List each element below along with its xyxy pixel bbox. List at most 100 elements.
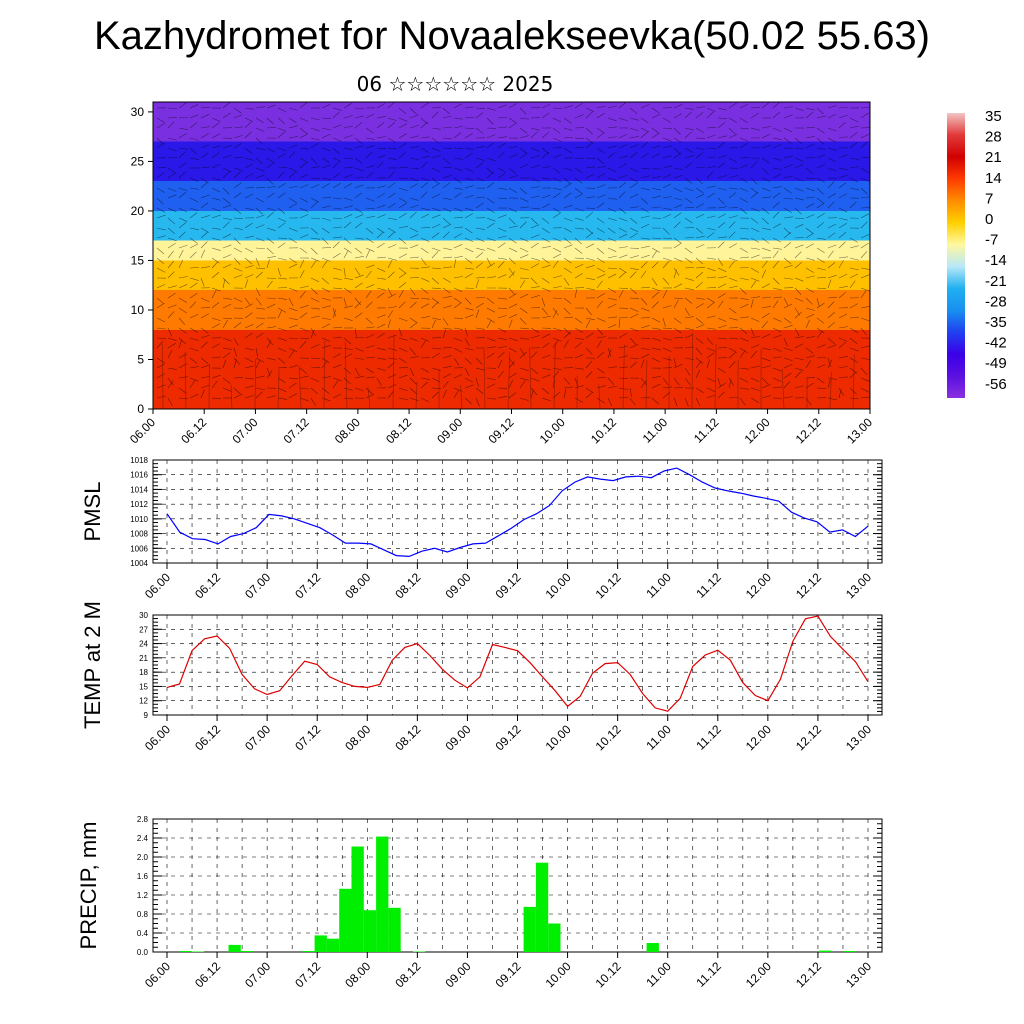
wind-barb <box>750 377 760 383</box>
wind-barb <box>552 127 561 134</box>
wind-barb <box>266 207 276 211</box>
wind-barb <box>244 297 251 306</box>
wind-barb <box>772 300 779 309</box>
wind-barb <box>519 254 529 259</box>
wind-barb <box>211 317 221 322</box>
wind-barb <box>695 337 704 344</box>
wind-barb <box>695 347 703 355</box>
wind-barb <box>541 277 550 284</box>
wind-barb <box>310 142 319 149</box>
wind-barb <box>464 195 474 199</box>
wind-barb <box>365 237 374 244</box>
wind-barb <box>354 367 360 377</box>
wind-barb <box>332 147 340 155</box>
wind-barb <box>255 322 264 329</box>
wind-barb <box>673 221 681 229</box>
wind-barb <box>607 237 617 242</box>
wind-barb <box>860 221 868 229</box>
wind-barb <box>673 299 679 309</box>
wind-barb <box>277 107 287 113</box>
wind-barb <box>728 187 738 190</box>
wind-barb <box>255 332 264 339</box>
wind-barb <box>684 277 694 281</box>
wind-barb <box>288 185 298 189</box>
wind-barb <box>178 187 188 191</box>
wind-barb <box>486 167 494 175</box>
wind-barb <box>365 264 375 269</box>
wind-barb <box>343 317 353 321</box>
wind-barb <box>167 157 178 159</box>
wind-barb <box>706 394 716 399</box>
wind-barb <box>860 396 870 399</box>
wind-barb <box>827 344 837 349</box>
pmsl-y-tick-label: 1004 <box>130 559 148 568</box>
wind-barb <box>717 222 726 229</box>
wind-barb <box>651 195 661 199</box>
wind-barb <box>651 383 661 389</box>
wind-barb <box>739 277 749 281</box>
wind-barb <box>431 223 441 229</box>
temp-series-line <box>166 615 869 712</box>
wind-barb <box>783 357 793 362</box>
wind-barb <box>299 327 309 332</box>
wind-barb <box>431 214 441 219</box>
wind-barb <box>156 267 166 273</box>
wind-barb <box>662 174 672 179</box>
wind-barb <box>574 317 583 324</box>
wind-barb <box>464 185 474 189</box>
wind-barb <box>673 242 682 249</box>
wind-barb <box>563 277 570 286</box>
wind-barb <box>695 235 705 239</box>
wind-barb <box>805 167 813 175</box>
wind-barb <box>255 387 265 391</box>
wind-barb <box>475 277 485 279</box>
wind-barb <box>178 231 186 239</box>
wind-barb <box>772 367 782 372</box>
wind-barb <box>695 297 705 300</box>
wind-barb <box>365 172 374 179</box>
wind-barb <box>849 371 857 379</box>
wind-barb <box>420 397 430 403</box>
wind-barb <box>519 327 529 330</box>
wind-barb <box>244 332 253 339</box>
wind-barb <box>706 287 717 289</box>
x-tick-label: 08.12 <box>383 415 414 446</box>
wind-barb <box>651 237 662 239</box>
wind-barb <box>519 380 526 389</box>
wind-barb <box>255 207 263 215</box>
wind-barb <box>629 217 638 224</box>
wind-barb <box>398 290 404 299</box>
wind-barb <box>761 227 771 231</box>
wind-barb <box>486 207 495 214</box>
wind-barb <box>299 157 308 163</box>
wind-barb <box>420 337 430 342</box>
wind-barb <box>442 157 450 165</box>
wind-barb <box>805 227 814 234</box>
colorbar-label: -21 <box>985 273 1007 290</box>
wind-barb <box>860 234 870 239</box>
wind-barb <box>376 277 386 280</box>
wind-barb <box>222 303 232 309</box>
wind-barb <box>464 357 472 365</box>
wind-barb <box>838 256 848 259</box>
wind-barb <box>508 287 516 295</box>
wind-barb <box>596 257 605 264</box>
wind-barb <box>596 147 605 154</box>
wind-barb <box>288 136 298 139</box>
wind-barb <box>794 147 804 150</box>
wind-barb <box>728 337 738 340</box>
wind-barb <box>585 317 595 321</box>
wind-barb <box>849 166 859 169</box>
wind-barb <box>563 267 572 274</box>
wind-barb <box>442 365 452 369</box>
wind-barb <box>783 317 792 324</box>
wind-barb <box>651 187 661 191</box>
wind-barb <box>607 287 616 293</box>
wind-barb <box>211 197 221 201</box>
wind-barb <box>794 251 802 259</box>
wind-barb <box>200 241 208 249</box>
wind-barb <box>651 206 661 209</box>
wind-barb <box>255 106 265 109</box>
wind-barb <box>772 223 782 229</box>
wind-barb <box>827 201 835 209</box>
